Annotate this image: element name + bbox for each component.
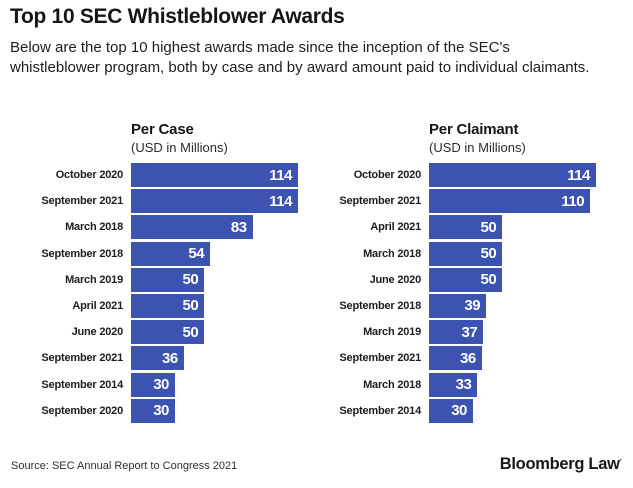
bar-value-label: 114 [269, 166, 292, 184]
chart-row: March 2019 50 [10, 267, 308, 292]
category-label: September 2020 [41, 404, 123, 417]
category-label: September 2018 [41, 247, 123, 260]
category-label: April 2021 [370, 221, 421, 234]
chart-row: March 2018 33 [308, 372, 633, 397]
bar-value-label: 110 [561, 192, 585, 210]
bar: 50 [429, 267, 503, 292]
category-label: September 2021 [41, 352, 123, 365]
chart-row: September 2020 30 [10, 398, 308, 423]
category-label: March 2018 [363, 378, 421, 391]
bloomberg-law-logo: Bloomberg Law· [499, 455, 623, 474]
chart-rows: October 2020 114 September 2021 110 April 20… [308, 163, 633, 423]
bar-value-label: 50 [182, 297, 199, 315]
category-label: March 2018 [65, 221, 123, 234]
chart-row: April 2021 50 [10, 293, 308, 318]
bar: 114 [429, 163, 596, 187]
bar: 30 [429, 398, 473, 423]
bar-value-label: 50 [182, 323, 199, 341]
brand-text: Bloomberg Law [499, 455, 620, 473]
bar-value-label: 50 [480, 218, 497, 236]
category-label: September 2014 [339, 404, 421, 417]
category-label: March 2019 [65, 273, 123, 286]
bar: 50 [131, 267, 205, 292]
page-title: Top 10 SEC Whistleblower Awards [10, 5, 345, 28]
chart-per-case: Per Case (USD in Millions) October 2020 1… [10, 118, 308, 423]
bar: 83 [131, 215, 253, 240]
source-note: Source: SEC Annual Report to Congress 20… [11, 460, 238, 472]
chart-unit-label: (USD in Millions) [131, 140, 228, 155]
chart-row: September 2021 36 [10, 346, 308, 371]
page-subtitle: Below are the top 10 highest awards made… [10, 39, 590, 76]
category-label: October 2020 [55, 169, 124, 181]
bar-value-label: 36 [460, 349, 476, 367]
bar-value-label: 36 [162, 349, 178, 367]
chart-row: September 2014 30 [10, 372, 308, 397]
bar: 50 [131, 320, 205, 345]
bar: 37 [429, 320, 484, 345]
category-label: March 2019 [363, 326, 421, 339]
chart-row: June 2020 50 [308, 267, 633, 292]
chart-row: October 2020 114 [10, 163, 308, 187]
category-label: September 2014 [41, 378, 123, 391]
chart-rows: October 2020 114 September 2021 114 March 20… [10, 163, 308, 423]
bar-value-label: 37 [461, 323, 478, 341]
bar: 50 [131, 293, 205, 318]
chart-row: March 2018 50 [308, 241, 633, 266]
category-label: September 2021 [339, 352, 421, 365]
bar: 54 [131, 241, 211, 266]
chart-row: June 2020 50 [10, 320, 308, 345]
bar-value-label: 39 [464, 297, 481, 315]
bar: 30 [131, 372, 175, 397]
chart-row: October 2020 114 [308, 163, 633, 187]
bar: 50 [429, 241, 503, 266]
bar-value-label: 30 [153, 376, 169, 393]
category-label: June 2020 [369, 273, 422, 286]
bar: 114 [131, 189, 298, 214]
chart-title: Per Case [131, 121, 194, 138]
bar: 36 [131, 346, 184, 371]
chart-row: March 2019 37 [308, 320, 633, 345]
chart-row: September 2021 114 [10, 189, 308, 214]
bar: 114 [131, 163, 298, 187]
bar: 30 [131, 398, 175, 423]
bar-value-label: 30 [451, 402, 467, 420]
bar-value-label: 50 [182, 271, 199, 289]
bar: 110 [429, 189, 591, 214]
chart-row: March 2018 83 [10, 215, 308, 240]
bar-value-label: 54 [188, 245, 205, 263]
chart-unit-label: (USD in Millions) [429, 140, 526, 155]
category-label: March 2018 [363, 247, 421, 260]
bar: 39 [429, 293, 487, 318]
chart-per-claimant: Per Claimant (USD in Millions) October 2… [308, 118, 633, 423]
chart-header: Per Claimant (USD in Millions) [429, 118, 633, 163]
category-label: September 2021 [339, 195, 421, 208]
category-label: June 2020 [71, 326, 124, 339]
bar-value-label: 83 [230, 218, 247, 236]
chart-row: September 2021 36 [308, 346, 633, 371]
bar-value-label: 50 [480, 245, 497, 263]
category-label: September 2018 [339, 299, 421, 312]
chart-row: September 2021 110 [308, 189, 633, 214]
trademark-mark: · [619, 455, 623, 465]
bar: 33 [429, 372, 478, 397]
category-label: September 2021 [41, 195, 123, 208]
chart-header: Per Case (USD in Millions) [131, 118, 308, 163]
chart-row: April 2021 50 [308, 215, 633, 240]
bar: 36 [429, 346, 482, 371]
bar: 50 [429, 215, 503, 240]
chart-title: Per Claimant [429, 121, 519, 138]
category-label: April 2021 [72, 299, 123, 312]
category-label: October 2020 [353, 169, 422, 181]
bar-value-label: 114 [269, 192, 292, 210]
chart-row: September 2018 54 [10, 241, 308, 266]
bar-value-label: 114 [567, 166, 590, 184]
chart-row: September 2014 30 [308, 398, 633, 423]
bar-value-label: 33 [455, 376, 472, 393]
bar-value-label: 50 [480, 271, 497, 289]
bar-value-label: 30 [153, 402, 169, 420]
chart-row: September 2018 39 [308, 293, 633, 318]
